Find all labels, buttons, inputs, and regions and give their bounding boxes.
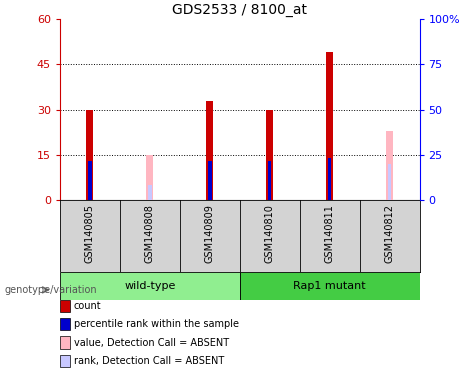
Bar [388,164,391,200]
Bar [206,101,213,200]
Text: wild-type: wild-type [124,281,176,291]
Text: genotype/variation: genotype/variation [5,285,97,295]
Bar [386,131,393,200]
Text: percentile rank within the sample: percentile rank within the sample [74,319,239,329]
Text: GSM140812: GSM140812 [384,204,395,263]
Bar [60,272,240,300]
Bar [86,109,94,200]
Bar [240,272,420,300]
Title: GDS2533 / 8100_at: GDS2533 / 8100_at [172,3,307,17]
Text: GSM140810: GSM140810 [265,204,275,263]
Bar [268,161,272,200]
Bar [148,185,152,200]
Bar [326,52,333,200]
Bar [266,109,273,200]
Text: GSM140809: GSM140809 [205,204,215,263]
Bar [328,158,331,200]
Text: Rap1 mutant: Rap1 mutant [293,281,366,291]
Bar [208,161,212,200]
Text: GSM140811: GSM140811 [325,204,335,263]
Text: GSM140805: GSM140805 [85,204,95,263]
Bar [88,161,92,200]
Text: value, Detection Call = ABSENT: value, Detection Call = ABSENT [74,338,229,348]
Text: GSM140808: GSM140808 [145,204,155,263]
Bar [146,155,154,200]
Text: rank, Detection Call = ABSENT: rank, Detection Call = ABSENT [74,356,224,366]
Text: count: count [74,301,101,311]
